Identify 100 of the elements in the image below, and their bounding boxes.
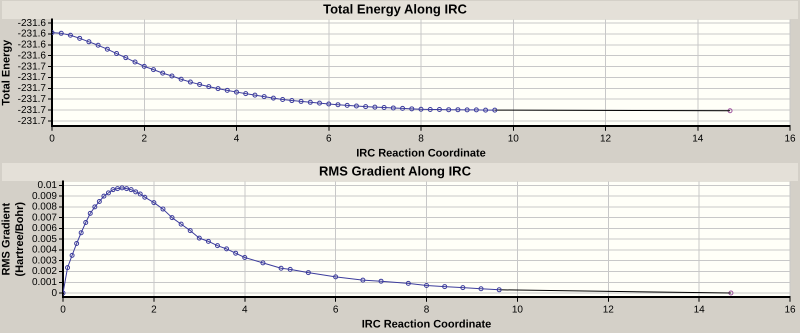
point xyxy=(216,86,221,92)
y-tick-label: 0.003 xyxy=(32,255,58,266)
x-tick-label: 14 xyxy=(692,134,704,145)
y-tick-label: 0.01 xyxy=(38,180,58,192)
x-tick-label: 2 xyxy=(151,304,158,316)
point xyxy=(280,96,286,102)
point xyxy=(106,190,111,196)
point xyxy=(188,228,193,234)
x-tick-label: 12 xyxy=(600,134,612,145)
y-axis-title: RMS Gradient (Hartree/Bohr) xyxy=(0,202,26,276)
y-tick-label: 0.002 xyxy=(32,266,58,278)
x-tick-label: 8 xyxy=(424,304,430,316)
point xyxy=(123,55,128,60)
point xyxy=(418,106,424,112)
point xyxy=(363,104,368,110)
y-tick-label: 0 xyxy=(51,288,58,299)
y-tick-label: -231.7 xyxy=(18,83,46,94)
point xyxy=(234,90,239,95)
point xyxy=(160,70,166,76)
point xyxy=(133,189,138,194)
point xyxy=(442,284,448,290)
x-tick-label: 4 xyxy=(242,304,248,316)
y-tick-label: -231.6 xyxy=(18,28,46,40)
point xyxy=(260,260,266,266)
point xyxy=(372,104,378,110)
point xyxy=(178,222,184,227)
point xyxy=(446,107,452,112)
y-tick-label: -231.6 xyxy=(18,18,46,29)
point xyxy=(96,42,101,48)
point xyxy=(406,280,411,286)
point xyxy=(326,102,332,107)
point xyxy=(492,108,498,113)
point xyxy=(142,64,147,69)
point xyxy=(104,46,110,52)
point xyxy=(360,278,366,283)
x-tick-label: 14 xyxy=(694,304,706,316)
point xyxy=(460,285,466,290)
point xyxy=(270,96,276,101)
point xyxy=(128,187,134,192)
point xyxy=(114,51,120,56)
chart-title: Total Energy Along IRC xyxy=(323,1,468,16)
point xyxy=(354,103,359,108)
x-axis-title: IRC Reaction Coordinate xyxy=(356,147,486,160)
x-tick-label: 6 xyxy=(326,134,332,145)
point xyxy=(728,290,734,296)
x-tick-label: 2 xyxy=(141,134,148,145)
y-tick-label: -231.7 xyxy=(18,94,46,105)
point xyxy=(306,270,311,276)
y-axis-title: Total Energy xyxy=(0,38,13,106)
x-axis-title: IRC Reaction Coordinate xyxy=(362,318,492,330)
x-tick-label: 16 xyxy=(784,134,796,145)
point xyxy=(196,236,202,241)
point xyxy=(496,287,502,292)
y-tick-label: -231.7 xyxy=(18,116,46,127)
y-tick-label: 0.009 xyxy=(32,190,58,202)
point xyxy=(88,210,93,216)
point xyxy=(101,194,106,199)
point xyxy=(344,102,350,108)
point xyxy=(92,204,98,210)
point xyxy=(74,241,80,246)
y-tick-label: 0.006 xyxy=(32,223,58,234)
point xyxy=(65,265,70,270)
point xyxy=(464,107,470,112)
point xyxy=(197,82,202,87)
point xyxy=(335,102,340,108)
point xyxy=(77,36,82,41)
chart-title: RMS Gradient Along IRC xyxy=(319,163,472,178)
y-tick-label: -231.7 xyxy=(18,72,46,84)
point xyxy=(308,100,313,105)
x-tick-label: 10 xyxy=(508,134,520,145)
point xyxy=(378,278,384,284)
point xyxy=(317,100,322,106)
point xyxy=(424,282,429,288)
point xyxy=(400,106,406,111)
point xyxy=(243,91,248,96)
point xyxy=(390,105,396,110)
point xyxy=(728,108,733,114)
point xyxy=(142,194,148,200)
point xyxy=(78,230,84,236)
point xyxy=(428,106,433,112)
point xyxy=(455,107,460,112)
x-tick-label: 6 xyxy=(332,304,339,316)
y-tick-label: 0.007 xyxy=(32,212,58,224)
point xyxy=(110,187,116,192)
point xyxy=(178,76,184,82)
point xyxy=(151,200,156,206)
point xyxy=(188,80,193,85)
point xyxy=(206,238,211,244)
point xyxy=(86,39,92,44)
point xyxy=(169,73,174,78)
y-tick-label: 0.008 xyxy=(32,202,58,213)
x-tick-label: 8 xyxy=(418,134,424,145)
point xyxy=(288,266,293,272)
point xyxy=(252,92,258,98)
y-tick-label: -231.6 xyxy=(18,50,46,62)
point xyxy=(120,185,125,190)
point xyxy=(382,105,387,110)
point xyxy=(409,106,414,112)
point xyxy=(224,88,230,93)
point xyxy=(68,32,73,38)
